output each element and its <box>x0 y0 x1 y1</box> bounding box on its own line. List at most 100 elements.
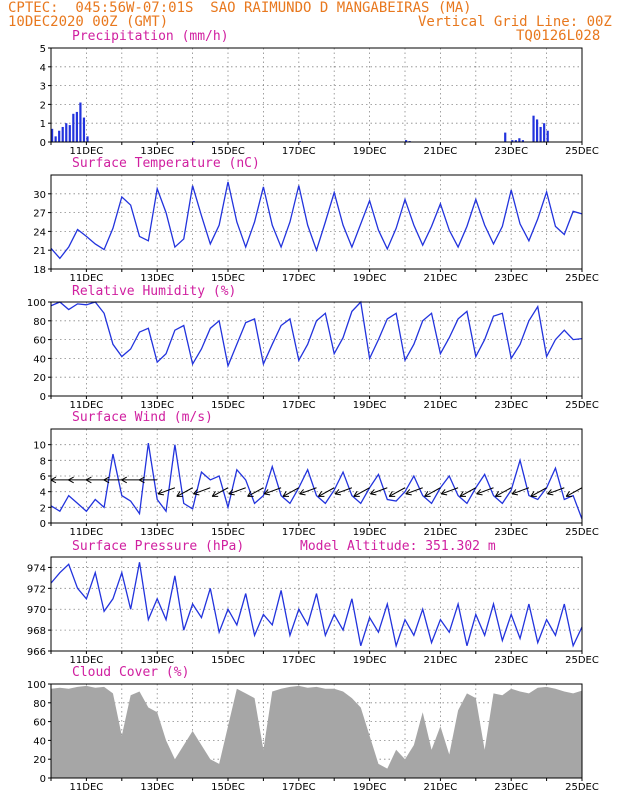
pressure-date-label: 15DEC <box>211 655 245 666</box>
cloud-frame <box>50 683 583 779</box>
pressure-ytick-label: 972 <box>27 584 46 595</box>
precip-ytick-label: 0 <box>40 138 46 149</box>
precip-bar <box>79 102 82 142</box>
wind-arrow <box>388 487 406 497</box>
rh-panel: Relative Humidity (%) 0 20 40 60 80 100 11DEC 13… <box>27 284 599 411</box>
wind-arrow <box>121 476 140 484</box>
wind-arrow <box>247 487 264 497</box>
pressure-ytick-label: 966 <box>27 647 46 658</box>
cloud-date-label: 25DEC <box>565 782 599 793</box>
pressure-frame <box>50 556 583 652</box>
pressure-date-label: 17DEC <box>282 655 316 666</box>
pressure-date-label: 13DEC <box>140 655 174 666</box>
precip-bar <box>521 140 525 142</box>
precip-bar <box>51 128 54 142</box>
wind-date-label: 15DEC <box>211 527 245 538</box>
wind-arrow <box>565 487 583 497</box>
wind-arrow <box>424 487 441 497</box>
rh-frame <box>50 301 583 397</box>
precip-bar <box>68 125 71 142</box>
temp-title: Surface Temperature (nC) <box>72 156 260 171</box>
temp-date-label: 25DEC <box>565 273 599 284</box>
run-date: 10DEC2020 00Z (GMT) <box>8 14 169 30</box>
precip-frame <box>50 47 583 143</box>
grid-note: Vertical Grid Line: 00Z <box>418 14 612 30</box>
wind-arrow <box>85 476 105 484</box>
wind-arrow <box>282 487 300 497</box>
pressure-date-label: 25DEC <box>565 655 599 666</box>
rh-date-label: 11DEC <box>70 400 104 411</box>
wind-arrow <box>103 476 122 484</box>
pressure-subtitle: Model Altitude: 351.302 m <box>300 539 496 554</box>
pressure-series-line <box>50 562 583 649</box>
precip-bar <box>539 126 542 142</box>
temp-panel: Surface Temperature (nC) 18 21 24 27 30 11DEC 1… <box>33 156 599 284</box>
precip-bar <box>511 140 514 142</box>
wind-arrow <box>193 487 211 496</box>
temp-ytick-label: 30 <box>33 190 46 201</box>
cloud-date-label: 23DEC <box>494 782 528 793</box>
precip-bar <box>532 115 535 142</box>
pressure-ytick-label: 968 <box>27 626 46 637</box>
wind-ytick-label: 4 <box>40 488 46 499</box>
precip-panel: Precipitation (mm/h) 0 1 2 3 4 5 11DEC 13DEC 15DE… <box>40 29 599 157</box>
precip-bar <box>58 130 61 142</box>
temp-ytick-label: 21 <box>33 246 46 257</box>
precip-date-label: 21DEC <box>424 146 458 157</box>
cloud-date-label: 21DEC <box>424 782 458 793</box>
precip-bar <box>514 140 517 142</box>
cloud-cover-area <box>51 685 582 778</box>
precip-bar <box>54 136 57 142</box>
precip-title: Precipitation (mm/h) <box>72 29 229 44</box>
pressure-date-label: 11DEC <box>70 655 104 666</box>
wind-ytick-label: 10 <box>33 441 46 452</box>
precip-date-label: 23DEC <box>494 146 528 157</box>
rh-date-label: 19DEC <box>353 400 387 411</box>
precip-date-label: 17DEC <box>282 146 316 157</box>
precip-date-label: 13DEC <box>140 146 174 157</box>
rh-ytick-label: 20 <box>33 373 46 384</box>
wind-arrow <box>476 487 494 496</box>
cloud-title: Cloud Cover (%) <box>72 665 189 680</box>
precip-bar <box>61 126 64 142</box>
precip-ytick-label: 2 <box>40 100 46 111</box>
wind-arrow <box>317 487 335 497</box>
wind-date-label: 11DEC <box>70 527 104 538</box>
wind-ytick-label: 2 <box>40 503 46 514</box>
pressure-ytick-label: 974 <box>27 563 46 574</box>
cloud-panel: Cloud Cover (%) 0 20 40 60 80 100 11DEC 13DEC 15D… <box>27 665 599 793</box>
rh-title: Relative Humidity (%) <box>72 284 236 299</box>
temp-frame <box>50 174 583 270</box>
pressure-title: Surface Pressure (hPa) <box>72 539 244 554</box>
precip-ytick-label: 3 <box>40 82 46 93</box>
rh-date-label: 21DEC <box>424 400 458 411</box>
rh-date-label: 13DEC <box>140 400 174 411</box>
wind-ytick-label: 0 <box>40 519 46 530</box>
pressure-date-label: 19DEC <box>353 655 387 666</box>
wind-date-label: 13DEC <box>140 527 174 538</box>
wind-date-label: 17DEC <box>282 527 316 538</box>
temp-ytick-label: 18 <box>33 265 46 276</box>
wind-ytick-label: 6 <box>40 472 46 483</box>
cloud-date-label: 19DEC <box>353 782 387 793</box>
wind-arrow <box>353 487 370 497</box>
rh-date-label: 15DEC <box>211 400 245 411</box>
rh-series-line <box>50 300 583 369</box>
cloud-ytick-label: 80 <box>33 699 46 710</box>
wind-arrow <box>440 487 459 496</box>
precip-date-label: 15DEC <box>211 146 245 157</box>
temp-date-label: 17DEC <box>282 273 316 284</box>
precip-bar <box>504 132 507 142</box>
cloud-ytick-label: 100 <box>27 680 46 691</box>
cloud-ytick-label: 20 <box>33 755 46 766</box>
cloud-ytick-label: 0 <box>40 774 46 785</box>
temp-date-label: 19DEC <box>353 273 387 284</box>
wind-arrow <box>547 487 565 496</box>
model-code: TQ0126L028 <box>516 28 601 44</box>
precip-ytick-label: 5 <box>40 44 46 55</box>
cloud-ytick-label: 60 <box>33 718 46 729</box>
rh-ytick-label: 100 <box>27 298 46 309</box>
temp-date-label: 15DEC <box>211 273 245 284</box>
rh-ytick-label: 0 <box>40 392 46 403</box>
